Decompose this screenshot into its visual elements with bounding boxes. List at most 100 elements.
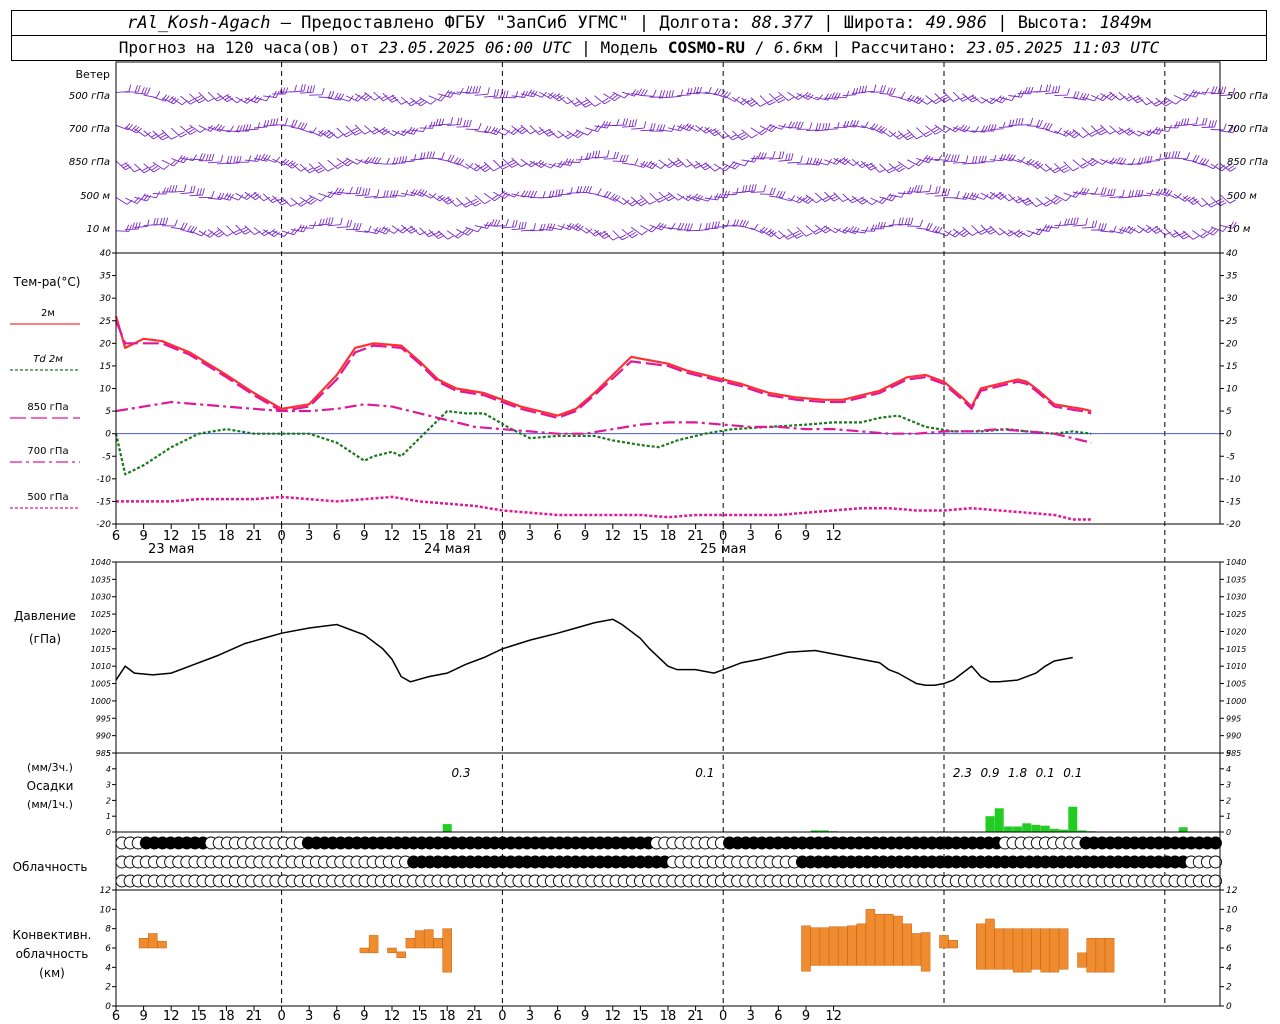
conv-bar-32 (1012, 928, 1023, 973)
precip-bar-16 (1178, 827, 1188, 832)
pres-ytick-left-1: 990 (96, 732, 111, 741)
bottom-hour-label-5: 21 (246, 1009, 263, 1024)
bottom-hour-label-2: 12 (163, 1009, 180, 1024)
pres-ytick-left-10: 1035 (91, 575, 111, 584)
precip-ytick-left-1: 1 (106, 812, 111, 821)
conv-bar-22 (893, 915, 903, 966)
wind-barbs-level-0 (115, 84, 1236, 108)
conv-bar-26 (939, 935, 949, 949)
temp-ytick-left-1: -15 (96, 497, 111, 507)
date-label-1: 24 мая (424, 542, 470, 557)
top-hour-label-9: 9 (360, 529, 368, 544)
conv-bar-1 (148, 933, 158, 949)
bottom-hour-label-20: 18 (660, 1009, 677, 1024)
bottom-hour-label-14: 0 (498, 1009, 506, 1024)
precip-ytick-right-2: 2 (1226, 796, 1231, 805)
top-hour-label-24: 6 (774, 529, 782, 544)
temp-ytick-right-4: 0 (1226, 430, 1232, 440)
pres-ytick-left-11: 1040 (91, 558, 111, 567)
precip-bar-0 (442, 824, 452, 832)
pres-ytick-right-4: 1005 (1226, 680, 1246, 689)
bottom-hour-label-26: 12 (825, 1009, 842, 1024)
calc-label: Рассчитано: (850, 38, 957, 57)
top-hour-label-17: 9 (581, 529, 589, 544)
conv-ytick-left-1: 2 (105, 983, 111, 993)
precip-bar-8 (1022, 823, 1032, 832)
conv-ytick-right-6: 12 (1226, 886, 1238, 896)
pres-ytick-left-7: 1020 (91, 627, 111, 636)
conv-bar-37 (1058, 928, 1069, 970)
conv-ytick-right-4: 8 (1226, 925, 1232, 935)
wind-level-right-0: 500 гПа (1227, 91, 1268, 102)
pres-ytick-left-0: 985 (96, 749, 111, 758)
conv-bar-4 (368, 935, 379, 954)
pres-ytick-right-10: 1035 (1226, 575, 1246, 584)
top-hour-label-7: 3 (305, 529, 313, 544)
precip-total-6: 0.1 (1063, 766, 1082, 780)
conv-bar-3 (359, 947, 370, 954)
conv-bar-24 (911, 933, 922, 966)
top-hour-label-1: 9 (139, 529, 147, 544)
conv-bar-34 (1031, 928, 1041, 970)
conv-bar-13 (810, 927, 820, 966)
top-hour-label-22: 0 (719, 529, 727, 544)
bottom-hour-label-9: 9 (360, 1009, 368, 1024)
provider-text: Предоставлено ФГБУ "ЗапСиб УГМС" (301, 13, 629, 33)
bottom-hour-label-0: 6 (112, 1009, 120, 1024)
conv-bar-11 (442, 928, 452, 973)
precip-bar-1 (810, 830, 820, 832)
conv-ytick-left-5: 10 (100, 905, 112, 915)
pres-ytick-right-9: 1030 (1226, 593, 1246, 602)
pres-ytick-left-2: 995 (96, 714, 111, 723)
bottom-hour-label-23: 3 (747, 1009, 755, 1024)
temp-ytick-left-12: 40 (100, 249, 112, 259)
precip-bar-9 (1031, 824, 1041, 832)
altitude-value: 1849 (1099, 13, 1141, 33)
series-t500 (116, 495, 1092, 521)
precip-bar-10 (1040, 825, 1050, 832)
precip-total-1: 0.1 (695, 766, 714, 780)
bottom-hour-label-1: 9 (139, 1009, 147, 1024)
calc-time: 23.05.2025 11:03 UTC (966, 38, 1160, 57)
date-label-2: 25 мая (700, 542, 746, 557)
wind-barbs-level-2 (115, 150, 1237, 174)
pres-ytick-left-3: 1000 (91, 697, 111, 706)
precip-bar-2 (819, 830, 829, 832)
conv-bar-39 (1086, 938, 1096, 973)
top-hour-label-25: 9 (802, 529, 810, 544)
temp-ytick-left-4: 0 (105, 430, 111, 440)
precip-unit-bottom: (мм/1ч.) (27, 798, 73, 811)
pres-ytick-right-5: 1010 (1226, 662, 1246, 671)
temp-ytick-left-6: 10 (100, 385, 112, 395)
lower-frame (115, 561, 1221, 1007)
upper-frame (115, 61, 1221, 525)
bottom-hour-label-18: 12 (605, 1009, 622, 1024)
temp-ytick-left-8: 20 (100, 339, 112, 349)
top-hour-label-2: 12 (163, 529, 180, 544)
cloud-cover-symbol (1209, 874, 1222, 888)
header-separator: – (270, 13, 302, 33)
precip-ytick-left-4: 4 (106, 765, 111, 774)
bottom-hour-label-6: 0 (277, 1009, 285, 1024)
temp-ytick-right-12: 40 (1226, 249, 1238, 259)
wind-title: Ветер (76, 68, 110, 81)
wind-level-right-2: 850 гПа (1227, 157, 1268, 168)
top-hour-label-23: 3 (747, 529, 755, 544)
conv-bar-7 (405, 938, 416, 949)
top-hour-label-26: 12 (825, 529, 842, 544)
wind-level-left-0: 500 гПа (69, 91, 110, 102)
conv-bar-6 (396, 951, 406, 958)
bottom-hour-label-8: 6 (333, 1009, 341, 1024)
conv-ytick-right-2: 4 (1226, 963, 1232, 973)
conv-ytick-right-5: 10 (1226, 905, 1238, 915)
top-hour-label-11: 15 (411, 529, 428, 544)
conv-bar-25 (920, 932, 931, 972)
altitude-unit: м (1140, 13, 1151, 33)
top-hour-label-3: 15 (191, 529, 208, 544)
cloud-cover-symbol (1209, 836, 1222, 850)
bottom-hour-label-19: 15 (632, 1009, 649, 1024)
resolution-unit: км (802, 38, 823, 57)
temp-ytick-right-6: 10 (1226, 385, 1238, 395)
model-label: Модель (600, 38, 659, 57)
conv-bar-12 (801, 925, 811, 972)
